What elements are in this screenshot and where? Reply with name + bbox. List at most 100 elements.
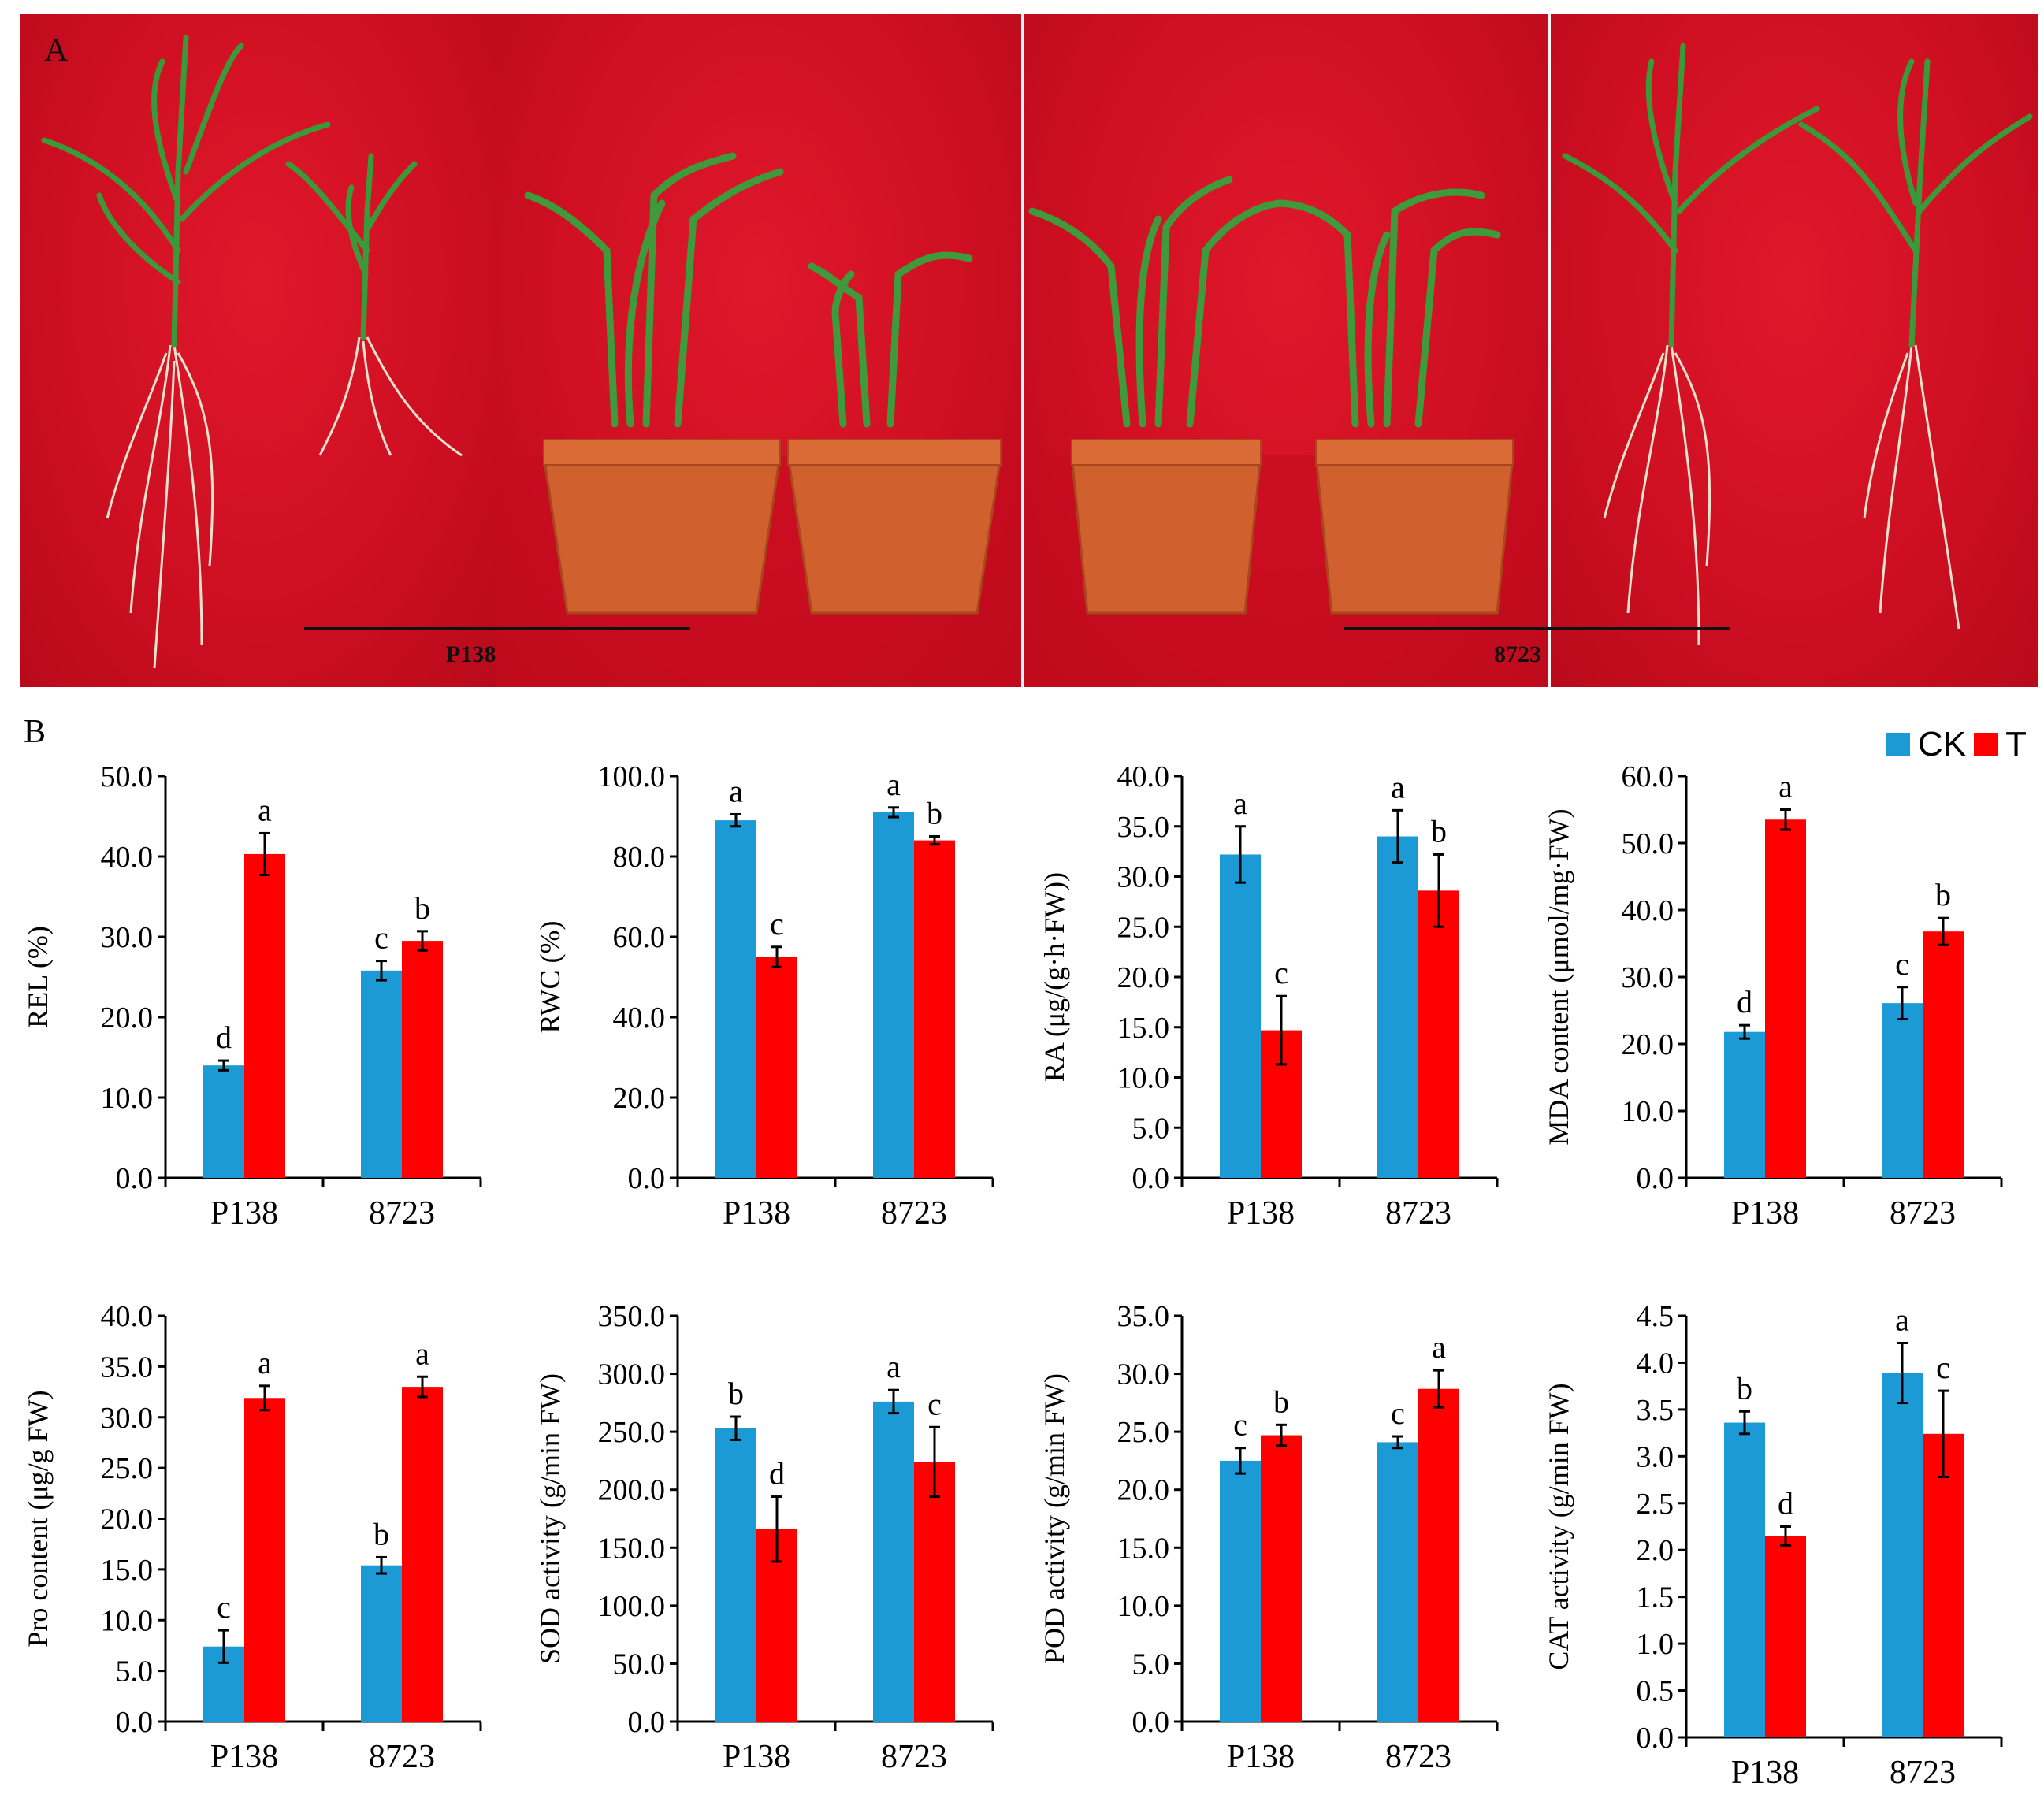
significance-letter: d bbox=[216, 1020, 232, 1055]
y-tick-label: 0.0 bbox=[1132, 1706, 1170, 1739]
y-tick-label: 40.0 bbox=[101, 1300, 154, 1333]
y-tick-label: 300.0 bbox=[598, 1358, 666, 1391]
x-tick-label: 8723 bbox=[369, 1739, 435, 1775]
y-tick-label: 30.0 bbox=[1117, 1358, 1170, 1391]
significance-letter: a bbox=[258, 1345, 272, 1380]
8723-label: 8723 bbox=[1494, 641, 1541, 667]
x-tick-label: P138 bbox=[1227, 1739, 1295, 1775]
significance-letter: a bbox=[415, 1335, 429, 1371]
photo-separator bbox=[1548, 14, 1551, 687]
bar-ck bbox=[1882, 1373, 1923, 1737]
significance-letter: b bbox=[1935, 877, 1951, 912]
significance-letter: c bbox=[1936, 1350, 1950, 1385]
y-tick-label: 10.0 bbox=[1117, 1590, 1170, 1623]
photo-panel: A P138 8723 bbox=[20, 14, 2038, 687]
bar-ck bbox=[361, 1565, 402, 1722]
significance-letter: b bbox=[728, 1376, 744, 1411]
bar-ck bbox=[361, 970, 402, 1178]
x-tick-label: 8723 bbox=[1890, 1755, 1956, 1791]
y-tick-label: 35.0 bbox=[1117, 1300, 1170, 1333]
y-tick-label: 20.0 bbox=[101, 1503, 154, 1536]
x-tick-label: P138 bbox=[1731, 1195, 1799, 1231]
y-tick-label: 15.0 bbox=[1117, 1532, 1170, 1565]
significance-letter: d bbox=[769, 1456, 785, 1492]
x-tick-label: P138 bbox=[723, 1739, 790, 1775]
bar-t bbox=[1765, 819, 1806, 1178]
y-axis-label: RWC (%) bbox=[534, 921, 566, 1034]
y-tick-label: 30.0 bbox=[1117, 861, 1170, 894]
y-tick-label: 25.0 bbox=[101, 1452, 154, 1485]
bar-t bbox=[1765, 1536, 1806, 1737]
panel-a-letter: A bbox=[44, 32, 69, 69]
bar-ck bbox=[715, 820, 756, 1178]
significance-letter: c bbox=[1895, 946, 1909, 982]
bar-t bbox=[402, 1387, 443, 1722]
y-tick-label: 0.0 bbox=[1637, 1162, 1674, 1195]
significance-letter: a bbox=[1778, 769, 1793, 804]
y-tick-label: 1.0 bbox=[1637, 1628, 1674, 1661]
y-axis-label: POD activity (g/min FW) bbox=[1039, 1373, 1070, 1664]
bar-ck bbox=[1377, 1442, 1418, 1722]
seedling-photo-p138-roots bbox=[20, 14, 496, 687]
bar-t bbox=[756, 957, 797, 1178]
significance-letter: c bbox=[770, 906, 784, 942]
bar-t bbox=[402, 941, 443, 1178]
y-tick-label: 60.0 bbox=[613, 921, 666, 954]
significance-letter: c bbox=[374, 920, 388, 956]
y-tick-label: 35.0 bbox=[101, 1350, 154, 1384]
significance-letter: c bbox=[1233, 1407, 1247, 1443]
y-tick-label: 40.0 bbox=[101, 841, 154, 874]
pot-photo-8723 bbox=[1024, 14, 1548, 687]
significance-letter: a bbox=[729, 773, 743, 808]
y-tick-label: 20.0 bbox=[613, 1082, 666, 1115]
pot-photo-p138 bbox=[496, 14, 1021, 687]
legend-swatch-t bbox=[1974, 733, 1998, 756]
significance-letter: d bbox=[1778, 1486, 1793, 1521]
y-tick-label: 25.0 bbox=[1117, 911, 1170, 944]
y-tick-label: 150.0 bbox=[598, 1532, 666, 1565]
bar-ck bbox=[1724, 1031, 1765, 1178]
y-tick-label: 1.5 bbox=[1637, 1581, 1674, 1614]
bar-t bbox=[244, 853, 285, 1178]
x-tick-label: P138 bbox=[723, 1195, 790, 1231]
y-tick-label: 0.5 bbox=[1637, 1675, 1674, 1708]
bar-t bbox=[1923, 931, 1964, 1178]
significance-letter: c bbox=[927, 1386, 942, 1421]
y-tick-label: 0.0 bbox=[628, 1162, 666, 1195]
x-tick-label: 8723 bbox=[1385, 1195, 1451, 1231]
bar-ck bbox=[203, 1065, 244, 1178]
photo-separator bbox=[1021, 14, 1024, 687]
y-axis-label: CAT activity (g/min FW) bbox=[1543, 1383, 1574, 1670]
seedling-photo-8723-roots bbox=[1549, 14, 2038, 687]
y-axis-label: RA (μg/(g·h·FW)) bbox=[1039, 872, 1070, 1082]
y-tick-label: 0.0 bbox=[116, 1706, 154, 1739]
legend: CK T bbox=[1886, 725, 2027, 764]
y-tick-label: 20.0 bbox=[101, 1001, 154, 1035]
bar-ck bbox=[873, 1401, 914, 1722]
bar-t bbox=[1261, 1435, 1302, 1722]
bar-ck bbox=[1220, 854, 1261, 1178]
significance-letter: d bbox=[1737, 984, 1752, 1020]
y-tick-label: 10.0 bbox=[1622, 1095, 1674, 1128]
significance-letter: a bbox=[1432, 1329, 1446, 1365]
y-tick-label: 2.0 bbox=[1637, 1534, 1674, 1567]
seedlings-illustration bbox=[41, 35, 463, 669]
bar-t bbox=[1923, 1433, 1964, 1737]
x-tick-label: 8723 bbox=[1385, 1739, 1451, 1775]
bar-ck bbox=[1377, 836, 1418, 1178]
y-tick-label: 80.0 bbox=[613, 841, 666, 874]
bar-ck bbox=[715, 1428, 756, 1722]
x-tick-label: P138 bbox=[1731, 1755, 1799, 1791]
bar-ck bbox=[1220, 1460, 1261, 1722]
x-tick-label: 8723 bbox=[881, 1195, 947, 1231]
bar-t bbox=[1418, 890, 1459, 1178]
y-tick-label: 25.0 bbox=[1117, 1416, 1170, 1449]
bar-ck bbox=[1882, 1003, 1923, 1178]
y-tick-label: 2.5 bbox=[1637, 1488, 1674, 1521]
potted-seedlings-illustration bbox=[496, 152, 1021, 687]
significance-letter: a bbox=[1233, 786, 1247, 821]
y-tick-label: 40.0 bbox=[1622, 894, 1674, 927]
y-tick-label: 30.0 bbox=[101, 1402, 154, 1435]
bar-t bbox=[244, 1398, 285, 1722]
y-tick-label: 60.0 bbox=[1622, 760, 1674, 793]
